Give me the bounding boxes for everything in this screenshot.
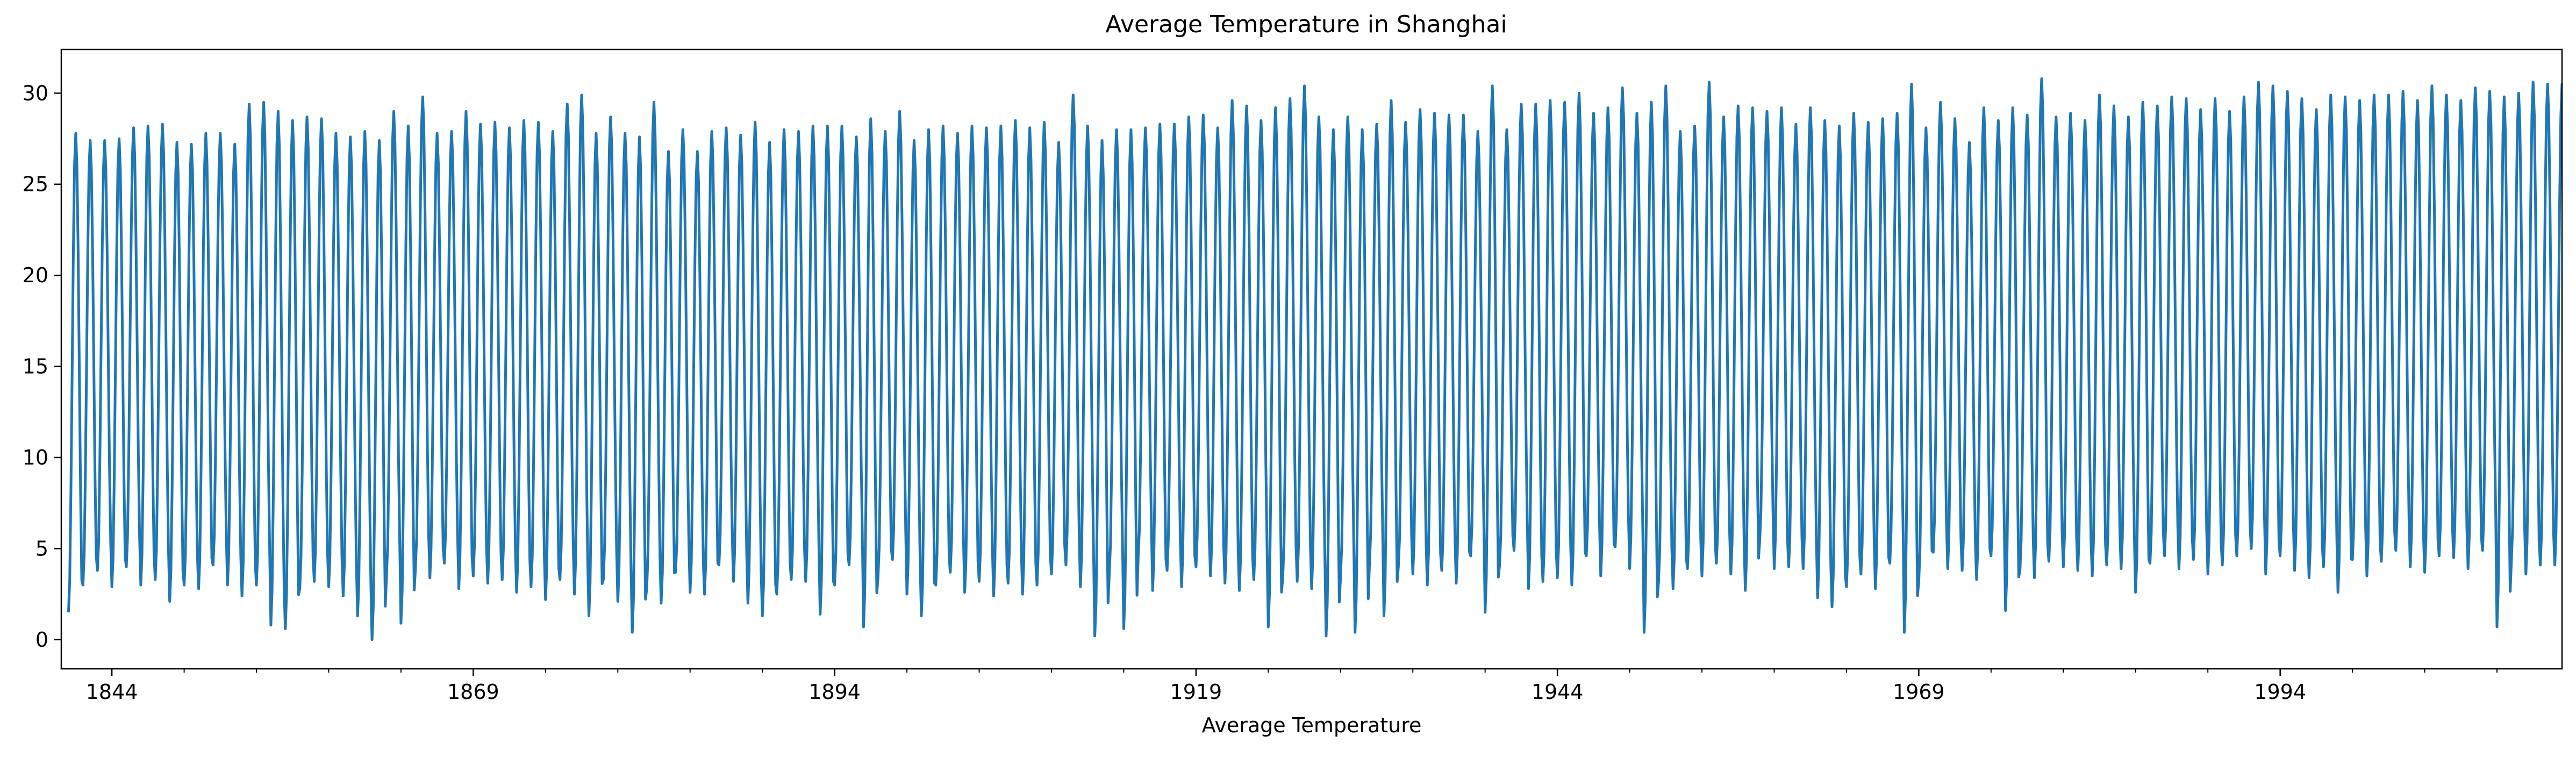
y-tick-label: 15 <box>23 355 48 378</box>
chart-title: Average Temperature in Shanghai <box>1105 11 1507 38</box>
series-line-0 <box>67 77 2562 641</box>
x-tick-label: 1994 <box>2254 680 2306 704</box>
x-axis-label: Average Temperature <box>1202 713 1422 737</box>
y-tick-label: 5 <box>35 537 48 560</box>
x-tick-label: 1944 <box>1532 680 1584 704</box>
y-tick-label: 10 <box>23 446 48 469</box>
y-tick-label: 0 <box>35 628 48 652</box>
y-tick-label: 25 <box>23 173 48 196</box>
y-tick-label: 20 <box>23 263 48 287</box>
plot-area-frame <box>60 48 2563 670</box>
x-tick-label: 1894 <box>808 680 861 704</box>
y-tick-label: 30 <box>23 81 48 105</box>
x-tick-label: 1919 <box>1170 680 1222 704</box>
x-tick-label: 1844 <box>86 680 138 704</box>
x-tick-label: 1969 <box>1893 680 1945 704</box>
x-tick-label: 1869 <box>447 680 499 704</box>
